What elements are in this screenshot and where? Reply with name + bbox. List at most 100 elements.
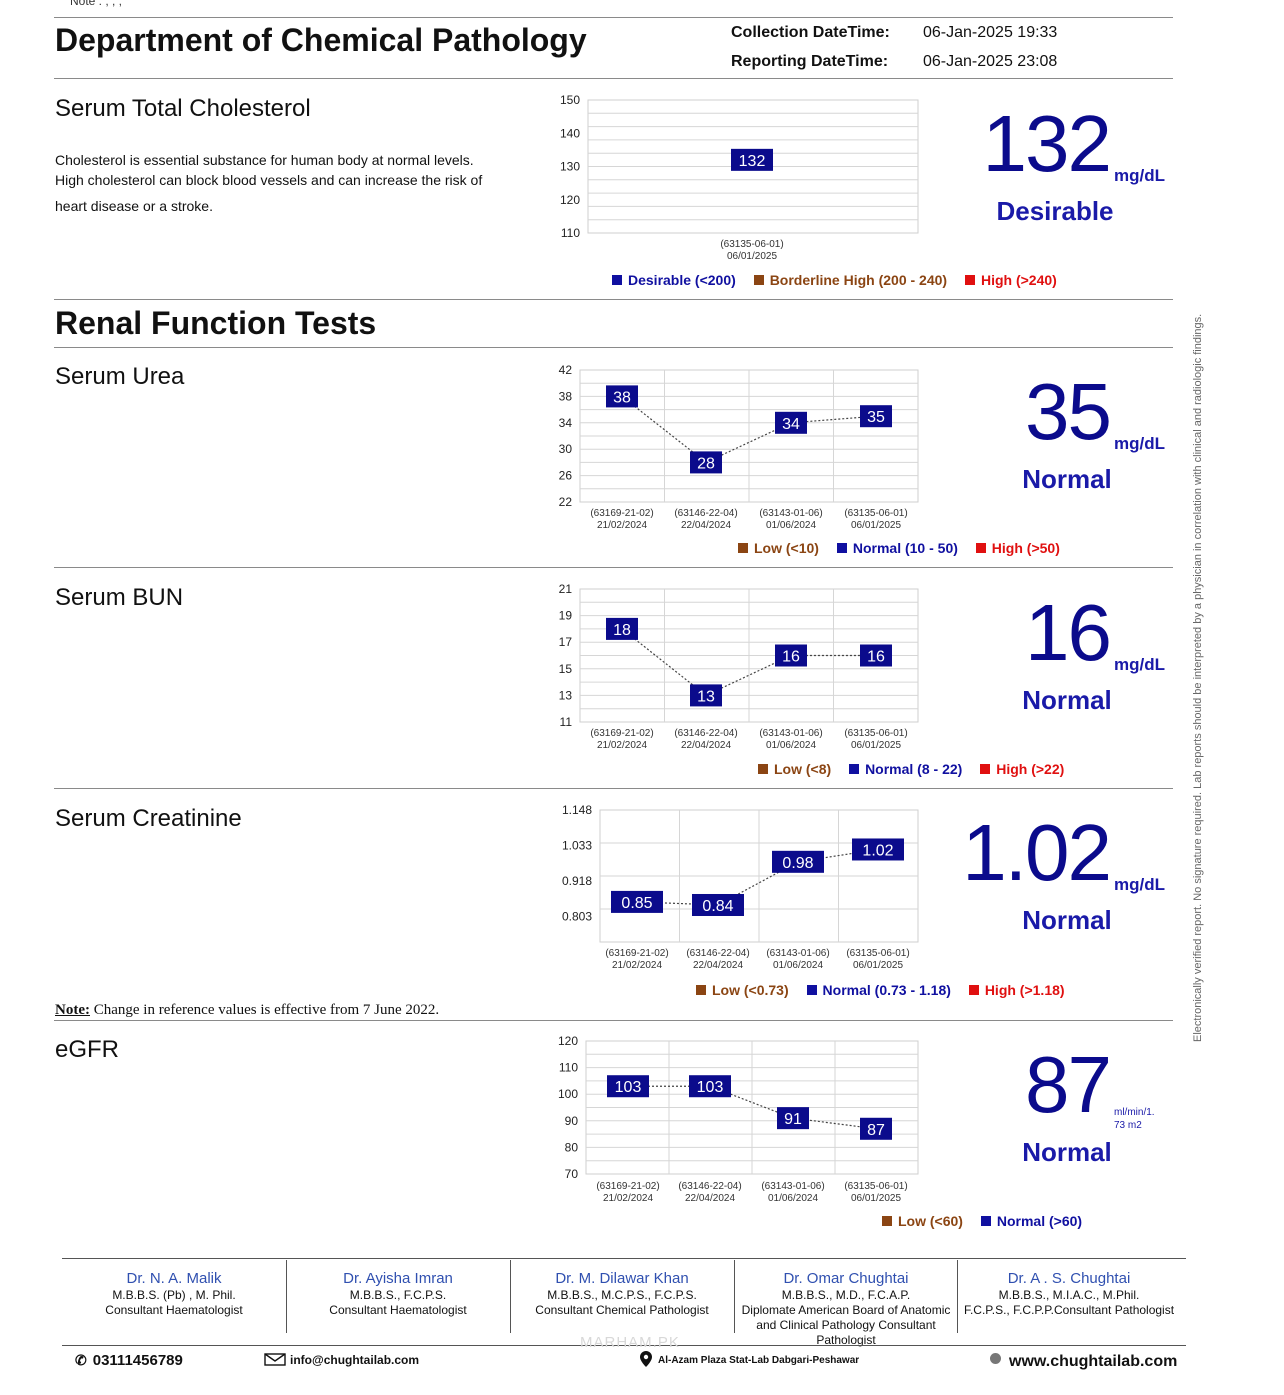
x-tick-date: 22/04/2024 — [685, 1193, 735, 1204]
data-point — [690, 451, 722, 474]
phone-number: 03111456789 — [92, 1352, 183, 1369]
column-separator — [286, 1260, 287, 1333]
doctor-qualification: M.B.B.S., F.C.P.S. — [349, 1288, 447, 1302]
legend-item: Low (<0.73) — [696, 982, 789, 998]
doctor-role: Diplomate American Board of Anatomic — [741, 1303, 951, 1317]
data-point — [606, 617, 638, 640]
data-label: 18 — [613, 622, 631, 639]
phone-icon: ✆ — [75, 1352, 87, 1368]
y-tick-label: 1.033 — [562, 838, 592, 852]
data-label: 103 — [615, 1079, 642, 1096]
x-tick-label: (63169-21-02) — [590, 728, 653, 739]
x-tick-label: (63169-21-02) — [596, 1181, 659, 1192]
doctor-card: Dr. Ayisha Imran M.B.B.S., F.C.P.S. Cons… — [286, 1270, 510, 1318]
doctor-card: Dr. N. A. Malik M.B.B.S. (Pb) , M. Phil.… — [62, 1270, 286, 1318]
doctor-role: F.C.P.S., F.C.P.P.Consultant Pathologist — [963, 1303, 1175, 1317]
email[interactable]: info@chughtailab.com — [264, 1353, 419, 1367]
footer-divider — [62, 1258, 1186, 1259]
creatinine-legend: Low (<0.73) Normal (0.73 - 1.18) High (>… — [696, 982, 1079, 998]
data-point — [606, 385, 638, 408]
top-note: Note : , , , — [70, 0, 123, 8]
doctor-name: Dr. M. Dilawar Khan — [555, 1270, 689, 1287]
data-point — [775, 644, 807, 667]
address: Al-Azam Plaza Stat-Lab Dabgari-Peshawar — [640, 1351, 859, 1367]
doctor-name: Dr. Omar Chughtai — [783, 1270, 909, 1287]
doctor-name: Dr. Ayisha Imran — [343, 1270, 453, 1287]
x-tick-date: 06/01/2025 — [727, 251, 777, 262]
legend-item: Normal (8 - 22) — [849, 761, 962, 777]
data-label: 1.02 — [862, 842, 893, 859]
data-point — [689, 1075, 731, 1098]
reference-note-text: Change in reference values is effective … — [89, 1002, 440, 1018]
x-tick-date: 01/06/2024 — [773, 960, 823, 971]
data-label: 34 — [782, 416, 800, 433]
data-point — [690, 684, 722, 707]
doctor-role: Consultant Haematologist — [329, 1303, 467, 1317]
doctor-role: and Clinical Pathology Consultant — [756, 1318, 936, 1332]
x-tick-date: 06/01/2025 — [851, 520, 901, 531]
email-address[interactable]: info@chughtailab.com — [290, 1353, 420, 1367]
reporting-label: Reporting DateTime: — [731, 53, 889, 70]
website-link[interactable]: www.chughtailab.com — [1009, 1353, 1178, 1370]
egfr-unit: ml/min/1. 73 m2 — [1114, 1107, 1155, 1131]
y-tick-label: 1.148 — [562, 803, 592, 817]
urea-status: Normal — [1022, 464, 1112, 494]
x-tick-date: 01/06/2024 — [766, 520, 816, 531]
data-label: 91 — [784, 1111, 802, 1128]
doctor-qualification: M.B.B.S., M.D., F.C.A.P. — [781, 1288, 911, 1302]
x-tick-date: 22/04/2024 — [693, 960, 743, 971]
x-tick-label: (63143-01-06) — [761, 1181, 824, 1192]
data-point — [611, 890, 663, 913]
bun-chart: 21 19 17 15 13 11 (63169-21-02)21/02/2024 (6314… — [559, 582, 919, 751]
doctor-qualification: M.B.B.S. (Pb) , M. Phil. — [112, 1288, 236, 1302]
envelope-icon — [264, 1353, 286, 1366]
y-tick-label: 17 — [559, 635, 573, 649]
data-point — [607, 1075, 649, 1098]
y-tick-label: 22 — [559, 495, 573, 509]
x-tick-date: 22/04/2024 — [681, 520, 731, 531]
location-pin-icon — [640, 1351, 652, 1367]
legend-item: High (>50) — [975, 540, 1060, 556]
reference-note: Note: Change in reference values is effe… — [55, 1002, 439, 1019]
legend-item: Desirable (<200) — [612, 272, 736, 288]
data-label: 103 — [697, 1079, 724, 1096]
reference-note-label: Note: — [55, 1002, 90, 1018]
x-tick-date: 21/02/2024 — [597, 740, 647, 751]
department-title: Department of Chemical Pathology — [55, 22, 587, 58]
bun-status: Normal — [1022, 685, 1112, 715]
x-tick-date: 01/06/2024 — [766, 740, 816, 751]
cholesterol-chart: 150 140 130 120 110 (63135-06-01)06/01/2025 13… — [560, 93, 919, 262]
urea-legend: Low (<10) Normal (10 - 50) High (>50) — [738, 540, 1074, 556]
cholesterol-description: Cholesterol is essential substance for h… — [55, 150, 505, 216]
cholesterol-unit: mg/dL — [1114, 166, 1165, 185]
x-tick-label: (63146-22-04) — [678, 1181, 741, 1192]
legend-item: High (>1.18) — [968, 982, 1065, 998]
doctor-name: Dr. N. A. Malik — [126, 1270, 222, 1287]
y-tick-label: 110 — [559, 1061, 578, 1075]
cholesterol-title: Serum Total Cholesterol — [55, 95, 311, 122]
egfr-legend: Low (<60) Normal (>60) — [882, 1213, 1096, 1229]
x-tick-label: (63146-22-04) — [674, 728, 737, 739]
data-label: 16 — [867, 649, 885, 666]
x-tick-label: (63135-06-01) — [844, 728, 907, 739]
x-tick-date: 06/01/2025 — [851, 1193, 901, 1204]
x-tick-date: 22/04/2024 — [681, 740, 731, 751]
y-tick-label: 80 — [565, 1140, 579, 1154]
bun-value: 16 — [1025, 588, 1112, 677]
y-tick-label: 42 — [559, 363, 573, 377]
y-tick-label: 0.918 — [562, 874, 592, 888]
x-tick-label: (63143-01-06) — [759, 508, 822, 519]
series-line — [621, 395, 877, 464]
y-tick-label: 11 — [560, 715, 573, 729]
column-separator — [734, 1260, 735, 1333]
x-tick-date: 06/01/2025 — [853, 960, 903, 971]
verification-note: Electronically verified report. No signa… — [1192, 313, 1204, 1042]
phone: ✆ 03111456789 — [75, 1352, 183, 1369]
data-point — [772, 850, 824, 873]
legend-item: Normal (>60) — [980, 1213, 1082, 1229]
legend-item: Normal (0.73 - 1.18) — [806, 982, 951, 998]
egfr-status: Normal — [1022, 1137, 1112, 1167]
website[interactable]: www.chughtailab.com — [990, 1353, 1177, 1371]
x-tick-label: (63135-06-01) — [720, 239, 783, 250]
data-point — [775, 411, 807, 434]
